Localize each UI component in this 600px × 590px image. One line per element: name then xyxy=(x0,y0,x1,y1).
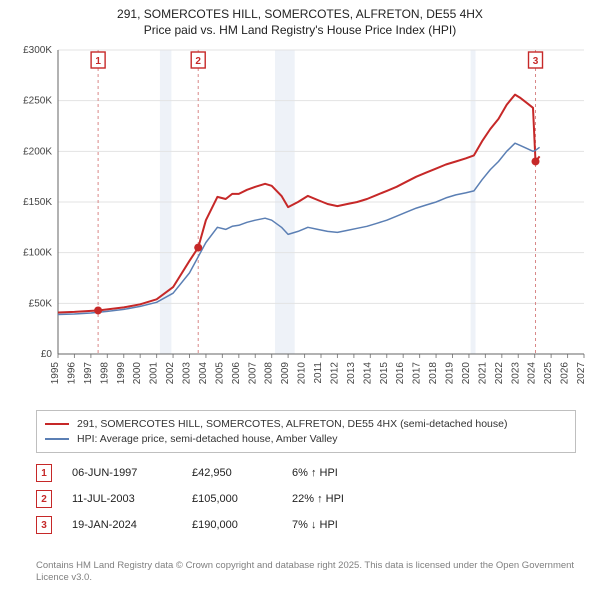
svg-text:2016: 2016 xyxy=(395,362,406,385)
svg-text:£300K: £300K xyxy=(23,45,52,56)
marker-price: £105,000 xyxy=(192,493,292,505)
legend-item-hpi: HPI: Average price, semi-detached house,… xyxy=(45,432,567,447)
svg-text:2011: 2011 xyxy=(313,362,324,384)
svg-text:£100K: £100K xyxy=(23,248,52,259)
title-line1: 291, SOMERCOTES HILL, SOMERCOTES, ALFRET… xyxy=(10,6,590,22)
svg-text:2027: 2027 xyxy=(576,362,587,385)
svg-text:£150K: £150K xyxy=(23,197,52,208)
svg-text:2009: 2009 xyxy=(280,362,291,385)
marker-delta: 6% ↑ HPI xyxy=(292,467,412,479)
marker-badge: 2 xyxy=(36,490,52,508)
legend-label: HPI: Average price, semi-detached house,… xyxy=(77,432,338,447)
svg-text:2014: 2014 xyxy=(362,362,373,385)
legend-swatch xyxy=(45,438,69,440)
legend: 291, SOMERCOTES HILL, SOMERCOTES, ALFRET… xyxy=(36,410,576,453)
svg-text:2020: 2020 xyxy=(461,362,472,385)
svg-text:£250K: £250K xyxy=(23,96,52,107)
svg-text:2010: 2010 xyxy=(297,362,308,385)
svg-text:1999: 1999 xyxy=(116,362,127,385)
svg-text:2004: 2004 xyxy=(198,362,209,385)
marker-badge: 3 xyxy=(36,516,52,534)
legend-label: 291, SOMERCOTES HILL, SOMERCOTES, ALFRET… xyxy=(77,417,507,432)
svg-text:2025: 2025 xyxy=(543,362,554,385)
marker-price: £42,950 xyxy=(192,467,292,479)
marker-row: 1 06-JUN-1997 £42,950 6% ↑ HPI xyxy=(36,460,576,486)
svg-text:2012: 2012 xyxy=(329,362,340,385)
svg-text:£50K: £50K xyxy=(29,298,53,309)
svg-text:2002: 2002 xyxy=(165,362,176,385)
svg-text:2015: 2015 xyxy=(379,362,390,385)
footer-attribution: Contains HM Land Registry data © Crown c… xyxy=(36,560,576,584)
marker-price: £190,000 xyxy=(192,519,292,531)
svg-text:2001: 2001 xyxy=(149,362,160,385)
svg-text:2006: 2006 xyxy=(231,362,242,385)
svg-text:2021: 2021 xyxy=(477,362,488,385)
legend-swatch xyxy=(45,423,69,425)
sale-markers-table: 1 06-JUN-1997 £42,950 6% ↑ HPI 2 11-JUL-… xyxy=(36,460,576,538)
svg-text:1995: 1995 xyxy=(50,362,61,385)
svg-text:2000: 2000 xyxy=(132,362,143,385)
svg-text:1996: 1996 xyxy=(66,362,77,385)
marker-badge: 1 xyxy=(36,464,52,482)
marker-row: 2 11-JUL-2003 £105,000 22% ↑ HPI xyxy=(36,486,576,512)
svg-text:2017: 2017 xyxy=(412,362,423,385)
chart-title-block: 291, SOMERCOTES HILL, SOMERCOTES, ALFRET… xyxy=(0,0,600,42)
marker-date: 06-JUN-1997 xyxy=(72,467,192,479)
svg-text:2007: 2007 xyxy=(247,362,258,385)
svg-text:2: 2 xyxy=(195,56,201,67)
legend-item-price-paid: 291, SOMERCOTES HILL, SOMERCOTES, ALFRET… xyxy=(45,417,567,432)
svg-text:2013: 2013 xyxy=(346,362,357,385)
svg-text:2018: 2018 xyxy=(428,362,439,385)
marker-delta: 22% ↑ HPI xyxy=(292,493,412,505)
svg-text:1997: 1997 xyxy=(83,362,94,385)
svg-text:2008: 2008 xyxy=(264,362,275,385)
svg-text:2024: 2024 xyxy=(527,362,538,385)
chart-area: £0 £50K £100K £150K £200K £250K £300K 1995 1996 1… xyxy=(8,42,592,402)
svg-text:2005: 2005 xyxy=(214,362,225,385)
svg-text:3: 3 xyxy=(533,56,539,67)
svg-text:2003: 2003 xyxy=(182,362,193,385)
svg-text:£0: £0 xyxy=(41,349,53,360)
svg-text:1: 1 xyxy=(95,56,101,67)
marker-row: 3 19-JAN-2024 £190,000 7% ↓ HPI xyxy=(36,512,576,538)
marker-date: 19-JAN-2024 xyxy=(72,519,192,531)
title-line2: Price paid vs. HM Land Registry's House … xyxy=(10,22,590,38)
svg-text:2019: 2019 xyxy=(445,362,456,385)
marker-delta: 7% ↓ HPI xyxy=(292,519,412,531)
svg-text:1998: 1998 xyxy=(99,362,110,385)
svg-text:2022: 2022 xyxy=(494,362,505,385)
line-chart-svg: £0 £50K £100K £150K £200K £250K £300K 1995 1996 1… xyxy=(8,42,592,402)
svg-text:2023: 2023 xyxy=(510,362,521,385)
svg-text:£200K: £200K xyxy=(23,146,52,157)
svg-text:2026: 2026 xyxy=(560,362,571,385)
marker-date: 11-JUL-2003 xyxy=(72,493,192,505)
